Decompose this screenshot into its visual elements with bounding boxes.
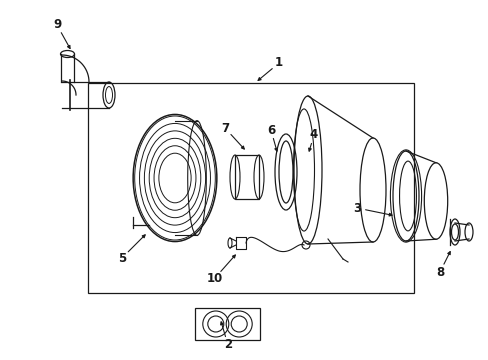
Text: 8: 8 <box>435 266 443 279</box>
Bar <box>195 308 260 340</box>
Bar <box>235 155 259 199</box>
Text: 5: 5 <box>118 252 126 265</box>
Text: 7: 7 <box>221 122 228 135</box>
Text: 2: 2 <box>224 338 232 351</box>
Text: 3: 3 <box>352 202 360 215</box>
Text: 1: 1 <box>274 57 283 69</box>
Text: 9: 9 <box>53 18 61 31</box>
Text: 6: 6 <box>266 123 275 136</box>
Text: 4: 4 <box>309 129 318 141</box>
Bar <box>88 83 413 293</box>
Text: 10: 10 <box>206 271 223 284</box>
